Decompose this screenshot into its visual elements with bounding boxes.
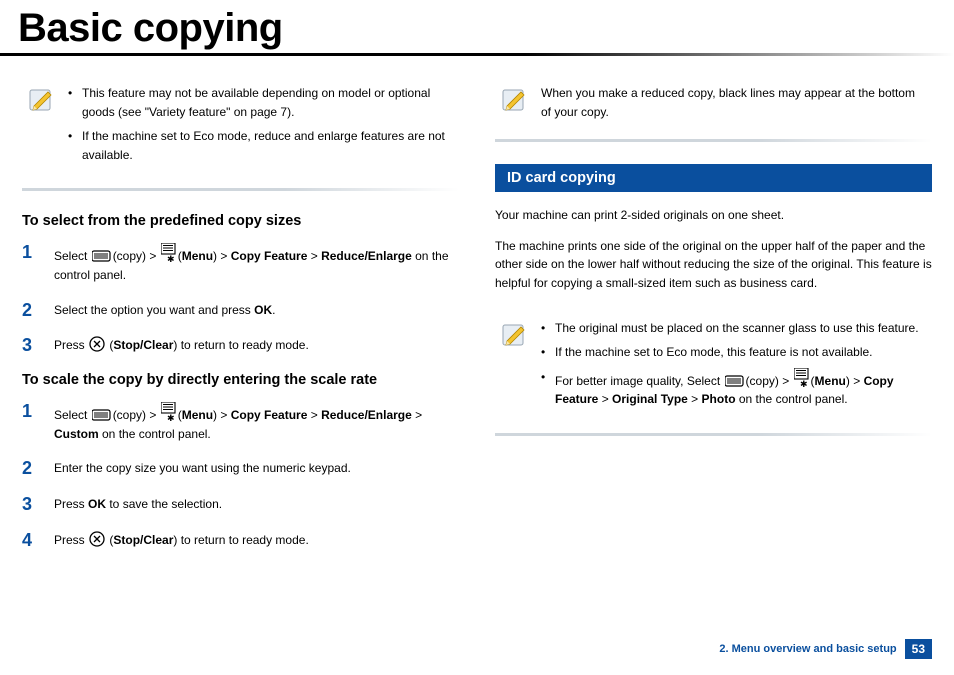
footer-page-number: 53 bbox=[905, 639, 932, 659]
page-title: Basic copying bbox=[0, 0, 954, 53]
text: > bbox=[688, 392, 702, 406]
text: on the control panel. bbox=[99, 427, 211, 441]
text: ) to return to ready mode. bbox=[173, 338, 308, 352]
note-rule bbox=[22, 188, 459, 191]
text: > bbox=[307, 249, 321, 263]
sub-heading: To scale the copy by directly entering t… bbox=[22, 372, 459, 388]
text: (copy) > bbox=[746, 374, 793, 388]
page-footer: 2. Menu overview and basic setup 53 bbox=[719, 639, 932, 659]
step-body: Press OK to save the selection. bbox=[54, 495, 459, 515]
note-rule bbox=[495, 433, 932, 436]
step-body: Enter the copy size you want using the n… bbox=[54, 459, 459, 479]
note-rule bbox=[495, 139, 932, 142]
note-icon bbox=[501, 319, 529, 347]
text: (copy) > bbox=[113, 408, 160, 422]
text: on the control panel. bbox=[736, 392, 848, 406]
text: For better image quality, Select bbox=[555, 374, 724, 388]
page-link[interactable]: "Variety feature" on page 7 bbox=[145, 105, 287, 119]
copy-icon bbox=[92, 408, 112, 422]
note-icon bbox=[501, 84, 529, 112]
note-item: This feature may not be available depend… bbox=[68, 84, 449, 121]
step-number: 3 bbox=[22, 495, 54, 515]
step-number: 1 bbox=[22, 243, 54, 284]
step-number: 1 bbox=[22, 402, 54, 443]
text: Select the option you want and press bbox=[54, 303, 254, 317]
bold: Custom bbox=[54, 427, 99, 441]
text: Press bbox=[54, 497, 88, 511]
title-rule bbox=[0, 53, 954, 56]
step-body: Select (copy) > (Menu) > Copy Feature > … bbox=[54, 402, 459, 443]
bold: Photo bbox=[702, 392, 736, 406]
bold: Reduce/Enlarge bbox=[321, 249, 412, 263]
left-column: This feature may not be available depend… bbox=[22, 76, 459, 567]
text: (copy) > bbox=[113, 249, 160, 263]
note-item: The original must be placed on the scann… bbox=[541, 319, 922, 338]
sub-heading: To select from the predefined copy sizes bbox=[22, 213, 459, 229]
note-item: For better image quality, Select (copy) … bbox=[541, 368, 922, 409]
menu-icon bbox=[161, 402, 177, 422]
note-box: When you make a reduced copy, black line… bbox=[495, 76, 932, 133]
paragraph: Your machine can print 2-sided originals… bbox=[495, 206, 932, 225]
bold: Menu bbox=[182, 408, 213, 422]
bold: Menu bbox=[815, 374, 846, 388]
bold: OK bbox=[88, 497, 106, 511]
bold: Stop/Clear bbox=[113, 338, 173, 352]
bold: Menu bbox=[182, 249, 213, 263]
text: ) > bbox=[213, 408, 231, 422]
menu-icon bbox=[794, 368, 810, 388]
note-icon bbox=[28, 84, 56, 112]
step-number: 2 bbox=[22, 459, 54, 479]
text: Press bbox=[54, 533, 88, 547]
text: > bbox=[307, 408, 321, 422]
text: ) to return to ready mode. bbox=[173, 533, 308, 547]
bold: Copy Feature bbox=[231, 249, 308, 263]
step-list: 1 Select (copy) > (Menu) > Copy Feature … bbox=[22, 402, 459, 551]
stop-icon bbox=[89, 531, 105, 547]
bold: Reduce/Enlarge bbox=[321, 408, 412, 422]
text: ) > bbox=[846, 374, 864, 388]
step-number: 3 bbox=[22, 336, 54, 356]
bold: Stop/Clear bbox=[113, 533, 173, 547]
copy-icon bbox=[725, 374, 745, 388]
note-box: The original must be placed on the scann… bbox=[495, 311, 932, 427]
footer-chapter: 2. Menu overview and basic setup bbox=[719, 643, 896, 655]
right-column: When you make a reduced copy, black line… bbox=[495, 76, 932, 567]
bold: Copy Feature bbox=[231, 408, 308, 422]
step-body: Select (copy) > (Menu) > Copy Feature > … bbox=[54, 243, 459, 284]
text: > bbox=[412, 408, 422, 422]
content-columns: This feature may not be available depend… bbox=[0, 76, 954, 567]
stop-icon bbox=[89, 336, 105, 352]
step-body: Select the option you want and press OK. bbox=[54, 301, 459, 321]
bold: OK bbox=[254, 303, 272, 317]
text: to save the selection. bbox=[106, 497, 222, 511]
step-number: 4 bbox=[22, 531, 54, 551]
text: Select bbox=[54, 249, 91, 263]
step-body: Press (Stop/Clear) to return to ready mo… bbox=[54, 336, 459, 356]
text: Select bbox=[54, 408, 91, 422]
note-box: This feature may not be available depend… bbox=[22, 76, 459, 182]
note-item: If the machine set to Eco mode, this fea… bbox=[541, 343, 922, 362]
note-text: ). bbox=[287, 105, 294, 119]
step-list: 1 Select (copy) > (Menu) > Copy Feature … bbox=[22, 243, 459, 356]
text: > bbox=[598, 392, 612, 406]
text: ) > bbox=[213, 249, 231, 263]
bold: Original Type bbox=[612, 392, 688, 406]
step-number: 2 bbox=[22, 301, 54, 321]
paragraph: The machine prints one side of the origi… bbox=[495, 237, 932, 293]
text: . bbox=[272, 303, 275, 317]
section-bar: ID card copying bbox=[495, 164, 932, 192]
menu-icon bbox=[161, 243, 177, 263]
note-text: When you make a reduced copy, black line… bbox=[541, 86, 915, 119]
text: Press bbox=[54, 338, 88, 352]
copy-icon bbox=[92, 249, 112, 263]
note-item: If the machine set to Eco mode, reduce a… bbox=[68, 127, 449, 164]
step-body: Press (Stop/Clear) to return to ready mo… bbox=[54, 531, 459, 551]
